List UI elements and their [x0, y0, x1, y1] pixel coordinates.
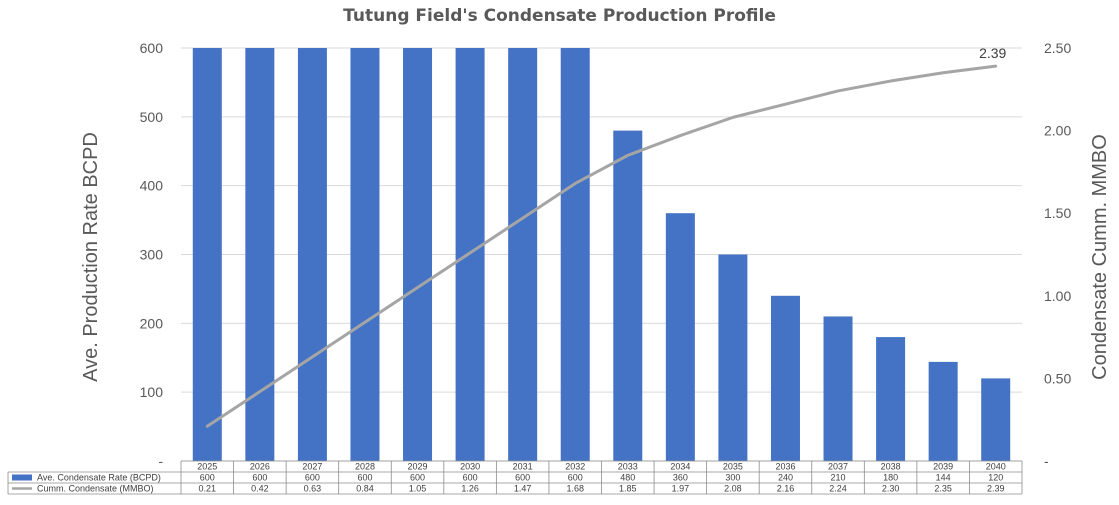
- bar: [718, 254, 748, 461]
- x-tick-label: 2039: [933, 462, 953, 472]
- table-cell: 600: [568, 473, 583, 483]
- right-tick-label: 1.00: [1044, 288, 1071, 304]
- legend-entry: Cumm. Condensate (MMBO): [37, 484, 154, 494]
- left-axis-ticks: - 100 200 300 400 500 600: [140, 40, 164, 469]
- bar: [403, 48, 433, 461]
- table-cell: 0.63: [304, 484, 322, 494]
- table-cell: 1.05: [409, 484, 427, 494]
- right-tick-label: 2.50: [1044, 40, 1071, 56]
- left-axis-title: Ave. Production Rate BCPD: [80, 132, 102, 382]
- table-cell: 600: [463, 473, 478, 483]
- bar: [981, 378, 1011, 461]
- left-tick-label: 500: [140, 109, 164, 125]
- table-cell: 480: [620, 473, 635, 483]
- table-cell: 0.84: [356, 484, 374, 494]
- x-tick-label: 2028: [355, 462, 375, 472]
- x-tick-label: 2029: [408, 462, 428, 472]
- left-tick-label: 200: [140, 315, 164, 331]
- table-cell: 1.97: [672, 484, 690, 494]
- table-cell: 120: [988, 473, 1003, 483]
- left-tick-label: 400: [140, 178, 164, 194]
- bar: [823, 316, 853, 461]
- right-tick-label: -: [1044, 453, 1049, 469]
- right-tick-label: 1.50: [1044, 205, 1071, 221]
- right-axis-title: Condensate Cumm. MMBO: [1089, 134, 1111, 380]
- x-tick-label: 2025: [197, 462, 217, 472]
- bar: [770, 295, 800, 461]
- line-series: 2.39: [205, 45, 1007, 428]
- x-tick-label: 2031: [513, 462, 533, 472]
- x-tick-label: 2034: [670, 462, 690, 472]
- bar: [350, 48, 380, 461]
- left-tick-label: 300: [140, 247, 164, 263]
- table-cell: 600: [515, 473, 530, 483]
- right-axis-ticks: - 0.50 1.00 1.50 2.00 2.50: [1044, 40, 1071, 469]
- x-tick-label: 2035: [723, 462, 743, 472]
- bar: [192, 48, 222, 461]
- left-tick-label: 600: [140, 40, 164, 56]
- table-cell: 2.08: [724, 484, 742, 494]
- x-tick-label: 2030: [460, 462, 480, 472]
- x-tick-label: 2032: [565, 462, 585, 472]
- table-cell: 2.35: [934, 484, 952, 494]
- table-cell: 2.30: [882, 484, 900, 494]
- bar: [928, 361, 958, 461]
- legend-entry: Ave. Condensate Rate (BCPD): [37, 473, 161, 483]
- chart-title: Tutung Field's Condensate Production Pro…: [343, 6, 776, 26]
- table-cell: 1.26: [461, 484, 479, 494]
- x-tick-label: 2038: [881, 462, 901, 472]
- bar: [876, 337, 906, 461]
- table-cell: 600: [410, 473, 425, 483]
- table-cell: 600: [252, 473, 267, 483]
- table-cell: 144: [936, 473, 951, 483]
- table-cell: 300: [725, 473, 740, 483]
- table-cell: 240: [778, 473, 793, 483]
- right-tick-label: 2.00: [1044, 123, 1071, 139]
- data-table: 2025 2026 2027 2028 2029 2030 2031 2032 2033 2034…: [7, 460, 1023, 495]
- table-cell: 600: [200, 473, 215, 483]
- table-cell: 1.85: [619, 484, 637, 494]
- x-tick-label: 2033: [618, 462, 638, 472]
- bar: [613, 130, 643, 461]
- cumulative-line: [205, 64, 998, 428]
- table-cell: 600: [357, 473, 372, 483]
- end-data-label: 2.39: [979, 45, 1006, 61]
- left-tick-label: 100: [140, 384, 164, 400]
- bar: [665, 213, 695, 461]
- table-cell: 210: [831, 473, 846, 483]
- bar: [297, 48, 327, 461]
- right-tick-label: 0.50: [1044, 370, 1071, 386]
- x-tick-label: 2037: [828, 462, 848, 472]
- table-cell: 2.39: [987, 484, 1005, 494]
- x-tick-label: 2036: [775, 462, 795, 472]
- bar: [560, 48, 590, 461]
- x-tick-label: 2027: [302, 462, 322, 472]
- table-cell: 600: [305, 473, 320, 483]
- legend-key-bar: [12, 474, 32, 481]
- x-tick-label: 2026: [250, 462, 270, 472]
- table-cell: 360: [673, 473, 688, 483]
- table-cell: 2.24: [829, 484, 847, 494]
- x-tick-label: 2040: [986, 462, 1006, 472]
- table-cell: 2.16: [777, 484, 795, 494]
- left-tick-label: -: [158, 453, 163, 469]
- table-cell: 1.68: [566, 484, 584, 494]
- table-cell: 1.47: [514, 484, 532, 494]
- table-cell: 0.21: [199, 484, 217, 494]
- bar: [508, 48, 538, 461]
- table-cell: 180: [883, 473, 898, 483]
- table-cell: 0.42: [251, 484, 269, 494]
